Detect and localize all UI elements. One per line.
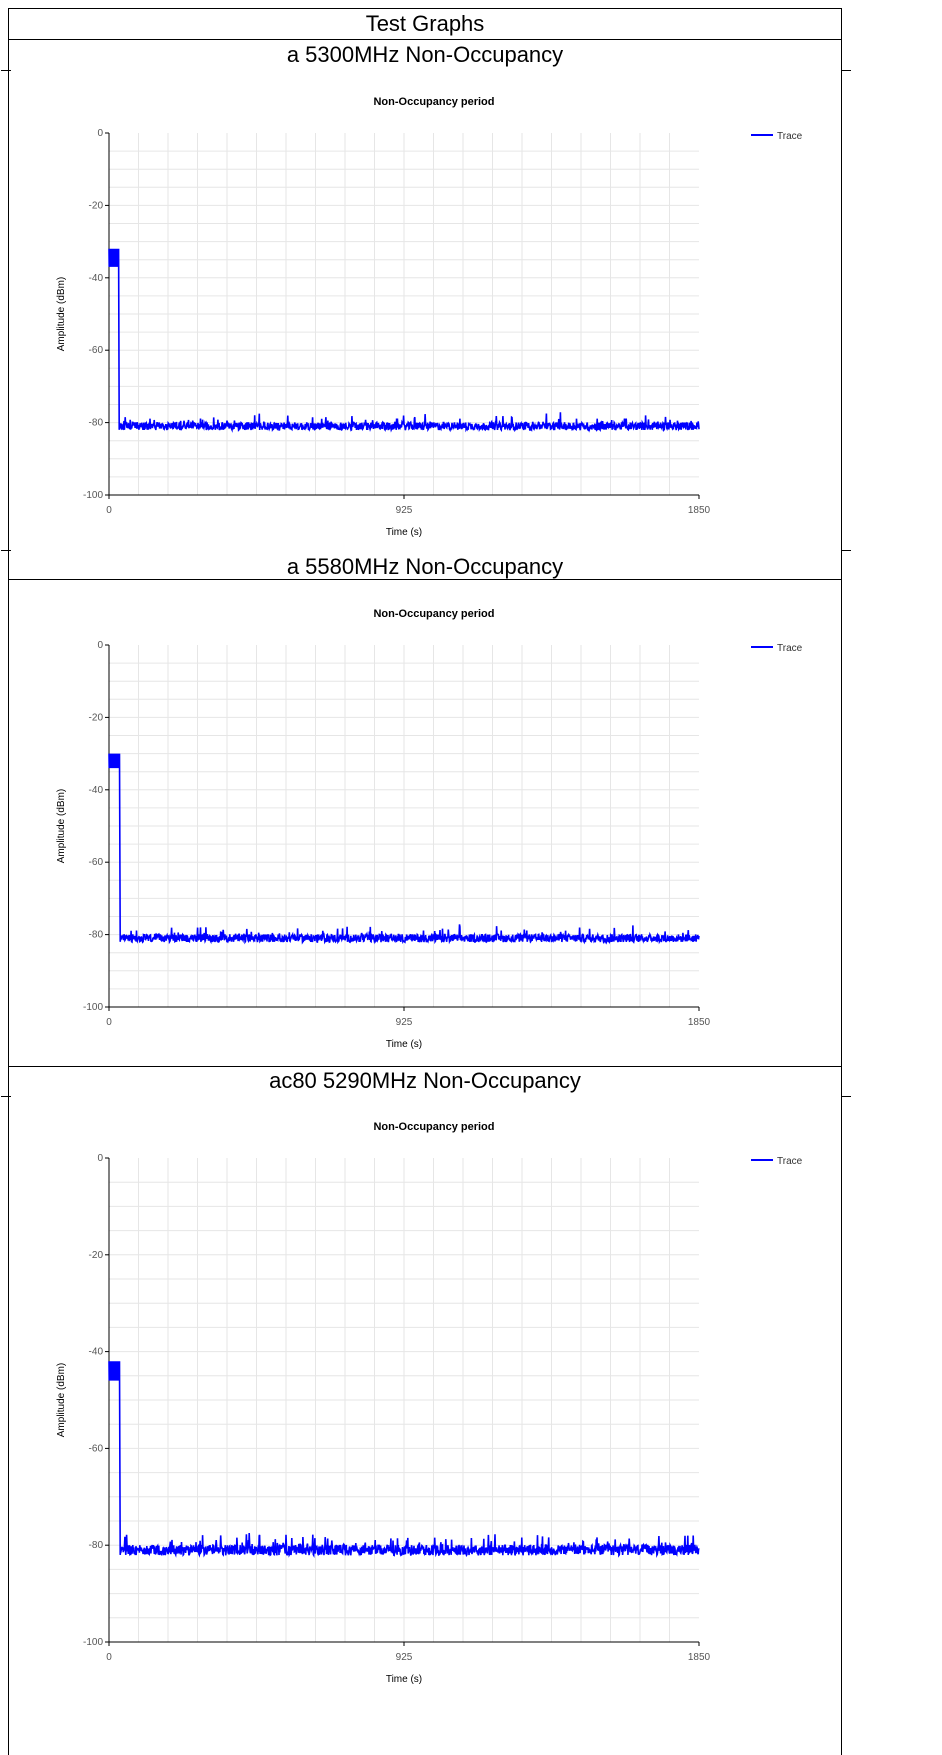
row-marker <box>841 1096 851 1097</box>
trace-series <box>108 1361 700 1559</box>
legend-label: Trace <box>777 1156 803 1167</box>
grid <box>109 1158 699 1642</box>
chart-title: Non-Occupancy period <box>373 96 494 108</box>
x-tick-label: 0 <box>106 1652 112 1663</box>
section-title: a 5300MHz Non-Occupancy <box>286 42 564 67</box>
y-tick-label: -60 <box>89 1443 104 1454</box>
row-marker <box>841 70 851 71</box>
trace-series <box>108 248 700 433</box>
y-tick-label: -40 <box>89 1347 104 1358</box>
y-tick-label: -100 <box>83 490 103 501</box>
y-tick-label: 0 <box>97 1153 103 1164</box>
row-marker <box>1 1096 11 1097</box>
y-tick-label: -60 <box>89 857 104 868</box>
y-tick-label: -100 <box>83 1002 103 1013</box>
chart-title: Non-Occupancy period <box>373 608 494 620</box>
section-title: a 5580MHz Non-Occupancy <box>286 554 564 579</box>
y-tick-label: -20 <box>89 712 104 723</box>
grid <box>109 133 699 495</box>
x-tick-label: 925 <box>396 505 413 516</box>
chart-title: Non-Occupancy period <box>373 1121 494 1133</box>
trace-series <box>108 753 700 945</box>
x-tick-label: 0 <box>106 1017 112 1028</box>
x-tick-label: 1850 <box>688 505 711 516</box>
legend-label: Trace <box>777 131 803 142</box>
page-header: Test Graphs <box>9 8 841 40</box>
x-axis-label: Time (s) <box>386 1039 422 1050</box>
x-tick-label: 0 <box>106 505 112 516</box>
y-tick-label: -20 <box>89 200 104 211</box>
section-title: ac80 5290MHz Non-Occupancy <box>269 1068 581 1093</box>
y-tick-label: 0 <box>97 640 103 651</box>
row-marker <box>841 550 851 551</box>
report-table: Test Graphs a 5300MHz Non-Occupancy Non-… <box>1 8 851 1755</box>
y-tick-label: -80 <box>89 930 104 941</box>
row-marker <box>1 550 11 551</box>
row-marker <box>1 70 11 71</box>
x-tick-label: 1850 <box>688 1017 711 1028</box>
legend-label: Trace <box>777 643 803 654</box>
y-tick-label: -100 <box>83 1637 103 1648</box>
y-tick-label: 0 <box>97 128 103 139</box>
x-axis-label: Time (s) <box>386 527 422 538</box>
y-tick-label: -80 <box>89 418 104 429</box>
x-tick-label: 1850 <box>688 1652 711 1663</box>
row-divider <box>9 1066 841 1067</box>
x-tick-label: 925 <box>396 1017 413 1028</box>
y-tick-label: -40 <box>89 785 104 796</box>
row-divider <box>9 579 841 580</box>
y-tick-label: -40 <box>89 273 104 284</box>
x-tick-label: 925 <box>396 1652 413 1663</box>
y-tick-label: -20 <box>89 1250 104 1261</box>
y-tick-label: -80 <box>89 1540 104 1551</box>
y-tick-label: -60 <box>89 345 104 356</box>
x-axis-label: Time (s) <box>386 1674 422 1685</box>
grid <box>109 645 699 1007</box>
y-axis-label: Amplitude (dBm) <box>56 1363 67 1437</box>
y-axis-label: Amplitude (dBm) <box>56 789 67 863</box>
y-axis-label: Amplitude (dBm) <box>56 277 67 351</box>
